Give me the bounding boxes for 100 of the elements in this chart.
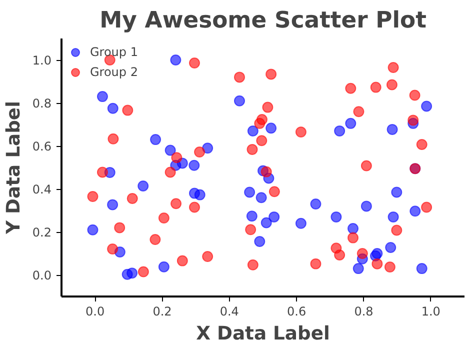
point — [260, 217, 272, 228]
point — [334, 250, 346, 260]
point — [386, 124, 398, 135]
point — [126, 268, 138, 279]
point — [158, 212, 170, 224]
point — [234, 95, 245, 106]
point — [188, 202, 200, 213]
y-tick-label: 0.4 — [32, 182, 52, 196]
point — [188, 58, 200, 68]
point — [150, 234, 161, 246]
x-tick-label: 1.0 — [421, 304, 440, 318]
y-tick-label: 0.0 — [32, 268, 52, 282]
point — [107, 102, 118, 114]
point — [246, 210, 258, 222]
point — [266, 122, 277, 134]
point — [310, 198, 322, 210]
point — [360, 160, 372, 172]
point — [388, 62, 399, 74]
point — [247, 259, 258, 270]
point — [310, 258, 322, 270]
point — [170, 54, 182, 66]
point — [247, 125, 258, 136]
point — [107, 243, 118, 254]
point — [170, 198, 182, 210]
point — [96, 91, 108, 102]
point — [408, 114, 419, 126]
point — [256, 135, 268, 146]
point — [256, 192, 267, 204]
point — [356, 248, 368, 259]
point — [348, 232, 359, 244]
point — [391, 224, 402, 236]
point — [108, 133, 119, 144]
point — [262, 102, 274, 113]
point — [266, 68, 277, 80]
point — [107, 199, 118, 210]
legend-label: Group 2 — [90, 65, 138, 79]
point — [234, 72, 245, 83]
y-tick-label: 0.2 — [32, 226, 52, 240]
point — [114, 222, 126, 234]
point — [409, 90, 420, 101]
point — [256, 114, 268, 126]
point — [202, 251, 214, 262]
point — [202, 142, 214, 154]
point — [171, 152, 182, 164]
point — [244, 186, 256, 198]
point — [386, 79, 398, 90]
point — [188, 160, 200, 171]
point — [348, 223, 359, 234]
point — [138, 180, 149, 192]
point — [421, 100, 432, 112]
y-tick-label: 0.6 — [32, 140, 52, 154]
point — [388, 211, 399, 222]
point — [370, 82, 382, 93]
point — [245, 224, 256, 236]
y-tick-label: 0.8 — [32, 96, 52, 110]
x-axis-title: X Data Label — [196, 324, 330, 344]
point — [410, 206, 421, 217]
point — [246, 144, 258, 155]
point — [158, 261, 170, 272]
point — [330, 211, 342, 222]
point — [126, 192, 138, 204]
point — [150, 134, 162, 146]
point — [138, 266, 149, 278]
y-tick-label: 1.0 — [32, 54, 52, 68]
point — [416, 139, 428, 150]
point — [391, 186, 402, 198]
point — [385, 242, 396, 253]
point — [353, 106, 364, 118]
point — [360, 200, 372, 212]
point — [416, 263, 428, 274]
point — [87, 224, 98, 236]
point — [194, 189, 206, 200]
legend-label: Group 1 — [90, 45, 138, 59]
chart-title: My Awesome Scatter Plot — [100, 8, 427, 34]
x-tick-label: 0.4 — [220, 304, 239, 318]
point — [194, 146, 206, 158]
point — [254, 236, 266, 247]
point — [345, 118, 356, 129]
point — [295, 126, 306, 138]
point — [176, 255, 188, 266]
point — [260, 166, 272, 178]
point — [268, 186, 280, 198]
point — [384, 262, 396, 273]
point — [87, 191, 98, 202]
point — [352, 263, 364, 274]
point — [268, 211, 280, 222]
point — [96, 166, 108, 178]
x-tick-label: 0.6 — [287, 304, 306, 318]
point — [122, 104, 134, 116]
point — [345, 82, 356, 94]
point — [164, 166, 176, 178]
x-tick-label: 0.0 — [86, 304, 105, 318]
point — [164, 144, 176, 156]
point — [372, 258, 383, 270]
x-tick-label: 0.8 — [354, 304, 374, 318]
point — [421, 202, 432, 213]
x-tick-label: 0.2 — [152, 304, 172, 318]
point — [295, 218, 306, 229]
y-axis-title: Y Data Label — [3, 101, 24, 235]
point — [334, 125, 346, 136]
